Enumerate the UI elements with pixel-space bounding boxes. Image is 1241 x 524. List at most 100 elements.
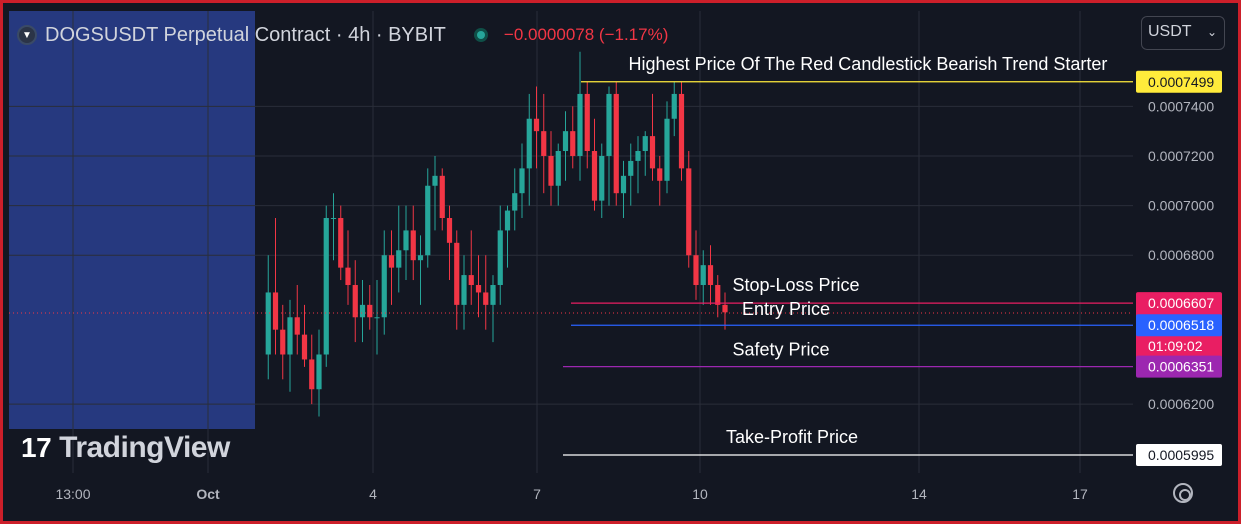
candle [686, 151, 692, 268]
symbol-icon: ▼ [17, 25, 37, 45]
candle [599, 143, 605, 219]
candlestick-chart[interactable]: Highest Price Of The Red Candlestick Bea… [3, 3, 1238, 521]
candle [657, 155, 663, 206]
price-tag-bg [1136, 314, 1222, 337]
price-tag: 0.0006351 [1136, 355, 1222, 378]
candle-body [657, 168, 663, 181]
candle [352, 260, 358, 343]
candle-body [642, 136, 648, 152]
candle [512, 168, 518, 231]
candle-body [678, 93, 685, 169]
candle [490, 275, 496, 343]
candle-body [352, 285, 358, 318]
candle [642, 131, 648, 176]
candle [628, 143, 634, 206]
candle [533, 86, 540, 169]
x-tick-label: 13:00 [55, 486, 90, 502]
candle-body [294, 317, 300, 335]
candle-body [693, 255, 699, 286]
candle [330, 193, 337, 261]
market-status-icon [473, 28, 488, 42]
highlight-zone [9, 11, 255, 429]
candle [541, 93, 547, 194]
price-tag-text: 0.0007499 [1148, 74, 1214, 90]
candle-body [396, 250, 402, 268]
candle-body [338, 218, 344, 268]
candle-body [388, 255, 395, 268]
candle-body [613, 93, 619, 194]
candle [519, 143, 525, 219]
candle [722, 292, 728, 330]
countdown-tag-text: 01:09:02 [1148, 338, 1203, 354]
candle-body [446, 218, 453, 243]
price-tag-bg [1136, 70, 1222, 93]
candle [635, 136, 641, 194]
x-tick-label: Oct [196, 486, 220, 502]
candle [707, 245, 714, 305]
y-tick-label: 0.0006200 [1148, 396, 1214, 412]
settings-icon[interactable] [1173, 483, 1193, 503]
candle [294, 285, 300, 355]
candle [388, 230, 395, 305]
price-tag-bg [1136, 444, 1222, 466]
y-tick-label: 0.0006800 [1148, 247, 1214, 263]
candle-body [367, 304, 373, 318]
candle-body [359, 304, 366, 318]
candle-body [417, 255, 424, 261]
candle-body [432, 175, 438, 186]
candle-body [541, 131, 547, 156]
candle-body [562, 131, 569, 152]
currency-select[interactable]: USDT ⌄ [1141, 16, 1225, 50]
candle [446, 205, 453, 281]
candle-body [374, 317, 380, 319]
candle-body [468, 275, 474, 286]
price-tag-text: 0.0005995 [1148, 447, 1214, 463]
x-tick-label: 17 [1072, 486, 1088, 502]
candle-body [475, 285, 482, 293]
x-tick-label: 7 [533, 486, 541, 502]
x-tick-label: 14 [911, 486, 927, 502]
chevron-down-icon: ⌄ [1206, 25, 1217, 39]
candle [606, 86, 612, 206]
candle-body [548, 155, 554, 186]
candle [562, 111, 569, 181]
candle [526, 93, 532, 206]
y-tick-label: 0.0007000 [1148, 198, 1214, 214]
candle-body [316, 354, 322, 390]
candle-body [649, 136, 656, 169]
candle [417, 235, 424, 305]
level-label: Safety Price [732, 340, 829, 360]
price-change: −0.0000078 (−1.17%) [503, 25, 669, 44]
candle-body [461, 275, 467, 305]
price-tag: 0.0005995 [1136, 444, 1222, 466]
candle-body [722, 304, 728, 313]
candle [468, 230, 474, 305]
candle [591, 118, 598, 211]
candle [309, 334, 315, 405]
candle-body [715, 285, 721, 305]
candle [700, 250, 706, 305]
candle-body [606, 93, 612, 156]
candle-body [519, 168, 525, 194]
candle [287, 299, 293, 392]
candle-body [570, 131, 576, 156]
candle-body [555, 151, 561, 186]
candle-body [403, 230, 409, 251]
chart-frame: Highest Price Of The Red Candlestick Bea… [3, 3, 1238, 521]
candle [439, 168, 445, 231]
candle [678, 81, 685, 181]
candle [338, 205, 344, 281]
candle-body [345, 267, 351, 286]
candle [483, 255, 489, 330]
candle [570, 106, 576, 169]
candle [396, 205, 402, 293]
candle [425, 168, 431, 268]
tradingview-logo-text: TradingView [59, 431, 230, 464]
candle [649, 93, 656, 181]
candle-body [381, 255, 387, 318]
candle [497, 205, 503, 305]
candle [555, 143, 561, 206]
y-tick-label: 0.0007200 [1148, 148, 1214, 164]
x-tick-label: 10 [692, 486, 708, 502]
candle [613, 81, 619, 206]
